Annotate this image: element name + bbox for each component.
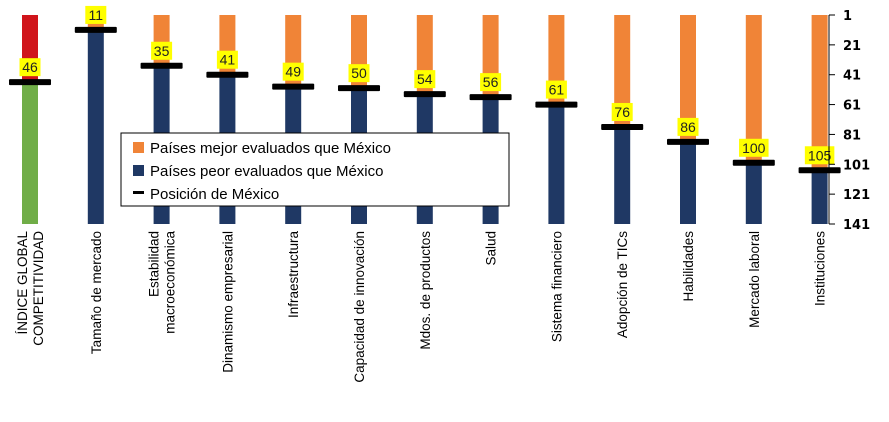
data-label-bg-0 <box>19 58 41 77</box>
data-label-bg-10 <box>677 117 699 136</box>
bar-worse-9 <box>614 126 631 224</box>
data-label-4: 49 <box>285 64 301 80</box>
legend-label-worse: Países peor evaluados que México <box>150 163 383 180</box>
category-labels-layer: ÍNDICE GLOBAL COMPETITIVIDAD Tamaño de mer… <box>15 231 828 383</box>
marker-mexico-3 <box>206 71 249 78</box>
marker-mexico-1 <box>74 26 117 33</box>
marker-mexico-11 <box>732 159 775 166</box>
category-label-4-0: Infraestructura <box>286 231 301 319</box>
data-label-bg-5 <box>348 64 370 83</box>
data-label-bg-4 <box>282 62 304 81</box>
y-tick-label-6: 121 <box>843 188 870 203</box>
category-label-9-0: Adopción de TICs <box>615 231 630 338</box>
marker-mexico-9 <box>601 123 644 130</box>
data-label-bg-9 <box>611 102 633 121</box>
data-label-bg-2 <box>151 41 173 60</box>
bar-better-10 <box>680 15 696 142</box>
marker-mexico-4 <box>272 83 315 90</box>
marker-mexico-7 <box>469 94 512 101</box>
y-tick-label-1: 21 <box>843 39 861 54</box>
marker-mexico-5 <box>338 85 380 92</box>
y-tick-label-5: 101 <box>843 158 870 173</box>
y-tick-label-7: 141 <box>843 218 870 233</box>
marker-mexico-2 <box>140 62 183 69</box>
data-label-bg-6 <box>414 70 436 89</box>
category-label-10-0: Habilidades <box>681 231 696 302</box>
data-label-10: 86 <box>680 119 696 135</box>
marker-mexico-0 <box>9 79 51 86</box>
bar-better-9 <box>614 15 631 127</box>
category-label-2-0: Estabilidad <box>147 231 162 297</box>
category-label-8-0: Sistema financiero <box>549 231 564 342</box>
legend-swatch-position <box>133 191 144 194</box>
category-label-11-0: Mercado laboral <box>747 231 762 328</box>
legend: Países mejor evaluados que México Países… <box>120 132 510 207</box>
legend-box <box>120 132 510 207</box>
marker-mexico-8 <box>535 101 578 108</box>
data-label-6: 54 <box>417 71 433 87</box>
category-label-0-0: ÍNDICE GLOBAL <box>15 231 30 335</box>
legend-label-better: Países mejor evaluados que México <box>150 140 391 157</box>
legend-label-position: Posición de México <box>150 186 279 203</box>
bar-worse-11 <box>745 162 762 224</box>
category-label-1-0: Tamaño de mercado <box>89 231 104 354</box>
category-label-6-0: Mdos. de productos <box>418 231 433 350</box>
legend-swatch-worse <box>133 165 144 176</box>
category-label-5-0: Capacidad de innovación <box>352 231 367 383</box>
marker-mexico-10 <box>667 138 709 145</box>
marker-mexico-6 <box>403 91 446 98</box>
category-label-3-0: Dinamismo empresarial <box>220 231 235 373</box>
bar-worse-8 <box>548 104 565 224</box>
bar-worse-12 <box>811 170 828 224</box>
data-label-bg-1 <box>85 5 107 24</box>
bar-worse-1 <box>87 29 104 224</box>
data-label-8: 61 <box>549 82 565 98</box>
data-labels-layer: 46 11 35 41 49 50 54 56 61 76 86 100 105 <box>19 5 835 165</box>
markers-layer <box>9 26 841 174</box>
data-label-bg-11 <box>739 138 769 157</box>
bar-worse-0 <box>22 82 38 224</box>
data-label-7: 56 <box>483 74 499 90</box>
data-label-11: 100 <box>742 140 766 156</box>
data-label-12: 105 <box>808 147 832 163</box>
y-tick-label-0: 1 <box>843 9 852 24</box>
legend-swatch-better <box>133 142 144 153</box>
marker-mexico-12 <box>798 167 841 174</box>
y-tick-label-2: 41 <box>843 69 861 84</box>
data-label-0: 46 <box>22 59 38 75</box>
data-label-9: 76 <box>614 104 630 120</box>
data-label-bg-8 <box>545 80 567 99</box>
data-label-3: 41 <box>220 52 236 68</box>
data-label-bg-12 <box>804 146 835 165</box>
bar-better-11 <box>745 15 762 163</box>
data-label-5: 50 <box>351 65 367 81</box>
category-label-7-0: Salud <box>484 231 499 266</box>
bar-better-12 <box>811 15 828 171</box>
category-label-2-1: macroeconómica <box>163 231 178 334</box>
data-label-2: 35 <box>154 43 170 59</box>
y-tick-label-3: 61 <box>843 99 861 114</box>
bar-worse-10 <box>680 141 696 224</box>
y-tick-label-4: 81 <box>843 128 861 143</box>
data-label-bg-3 <box>216 50 238 69</box>
category-label-0-1: COMPETITIVIDAD <box>31 231 46 346</box>
data-label-1: 11 <box>89 7 104 23</box>
data-label-bg-7 <box>480 73 502 92</box>
category-label-12-0: Instituciones <box>813 231 828 306</box>
